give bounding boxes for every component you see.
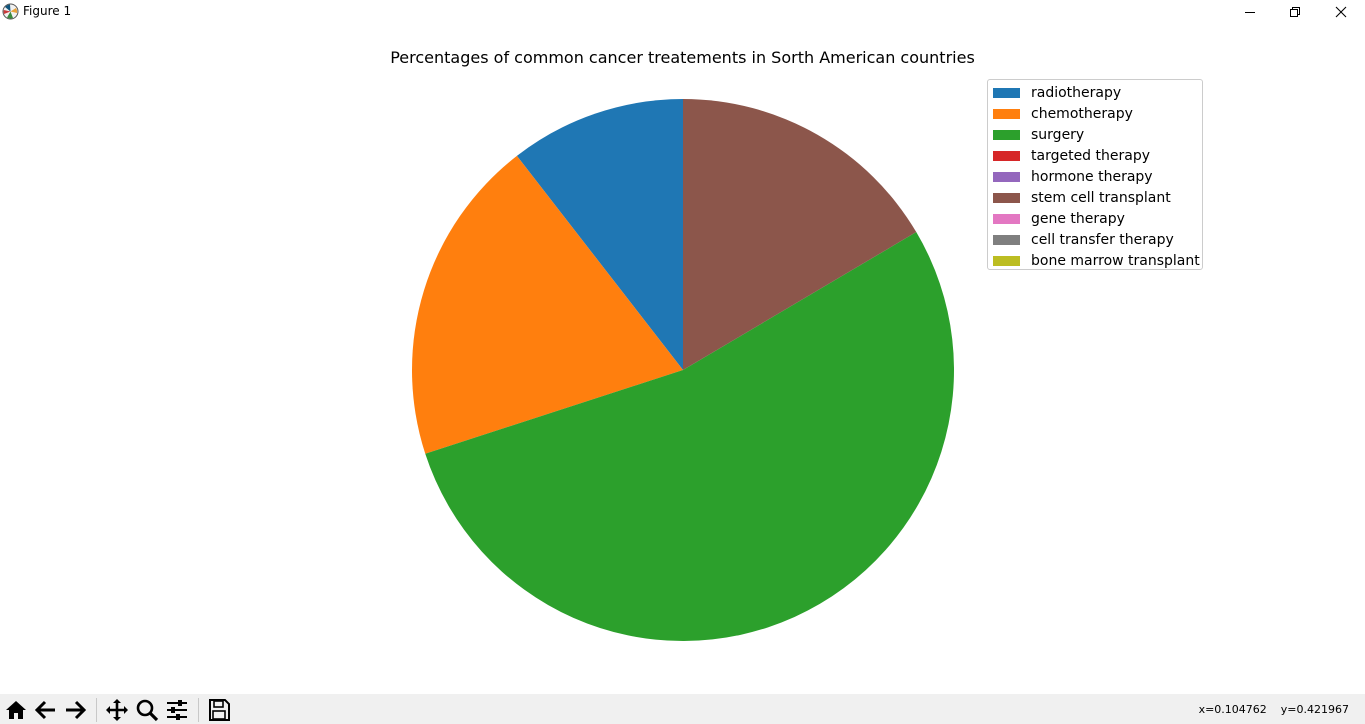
configure-subplots-button[interactable]	[163, 696, 191, 724]
pie-slice-chemotherapy	[412, 155, 683, 454]
legend-swatch	[993, 150, 1020, 161]
chart-legend: radiotherapy chemotherapy surgery targeted …	[987, 79, 1203, 270]
save-icon	[209, 699, 230, 721]
chart-title: Percentages of common cancer treatements…	[390, 48, 975, 67]
legend-label: cell transfer therapy	[1031, 231, 1174, 248]
back-icon	[34, 700, 55, 720]
configure-subplots-icon	[167, 700, 187, 720]
cursor-y-readout: y=0.421967	[1280, 703, 1349, 716]
legend-swatch	[993, 87, 1020, 98]
minimize-icon	[1245, 12, 1255, 13]
legend-item: bone marrow transplant	[993, 250, 1200, 271]
forward-button[interactable]	[61, 696, 89, 724]
toolbar-separator	[198, 698, 199, 722]
legend-swatch	[993, 213, 1020, 224]
pie-slice-stem-cell-transplant	[683, 99, 917, 370]
legend-item: stem cell transplant	[993, 187, 1171, 208]
legend-item: radiotherapy	[993, 82, 1121, 103]
home-button[interactable]	[2, 696, 30, 724]
window-titlebar: Figure 1	[0, 0, 1365, 24]
legend-swatch	[993, 129, 1020, 140]
legend-item: targeted therapy	[993, 145, 1150, 166]
zoom-button[interactable]	[133, 696, 161, 724]
legend-label: stem cell transplant	[1031, 189, 1171, 206]
legend-label: chemotherapy	[1031, 105, 1133, 122]
navigation-toolbar: x=0.104762 y=0.421967	[0, 694, 1365, 724]
restore-button[interactable]	[1272, 0, 1318, 24]
legend-swatch	[993, 171, 1020, 182]
legend-label: surgery	[1031, 126, 1085, 143]
forward-icon	[66, 700, 87, 720]
legend-item: surgery	[993, 124, 1084, 145]
cursor-x-readout: x=0.104762	[1198, 703, 1267, 716]
matplotlib-logo-icon	[2, 3, 19, 20]
save-button[interactable]	[205, 696, 233, 724]
pie-slice-radiotherapy	[516, 99, 683, 370]
cursor-coordinates: x=0.104762 y=0.421967	[1199, 703, 1349, 716]
pan-button[interactable]	[103, 696, 131, 724]
legend-swatch	[993, 255, 1020, 266]
legend-swatch	[993, 192, 1020, 203]
legend-item: hormone therapy	[993, 166, 1153, 187]
legend-swatch	[993, 234, 1020, 245]
legend-item: chemotherapy	[993, 103, 1133, 124]
window-title: Figure 1	[23, 4, 72, 18]
legend-label: bone marrow transplant	[1031, 252, 1200, 269]
legend-item: cell transfer therapy	[993, 229, 1174, 250]
legend-label: radiotherapy	[1031, 84, 1122, 101]
legend-item: gene therapy	[993, 208, 1125, 229]
pie-slice-surgery	[425, 232, 955, 642]
toolbar-separator	[96, 698, 97, 722]
home-icon	[6, 701, 26, 719]
legend-label: targeted therapy	[1031, 147, 1150, 164]
pan-icon	[106, 699, 128, 721]
close-button[interactable]	[1318, 0, 1364, 24]
minimize-button[interactable]	[1227, 0, 1273, 24]
legend-swatch	[993, 108, 1020, 119]
legend-label: hormone therapy	[1031, 168, 1153, 185]
close-icon	[1335, 6, 1347, 18]
legend-label: gene therapy	[1031, 210, 1125, 227]
restore-icon	[1290, 7, 1300, 17]
back-button[interactable]	[32, 696, 60, 724]
zoom-icon	[136, 699, 159, 722]
